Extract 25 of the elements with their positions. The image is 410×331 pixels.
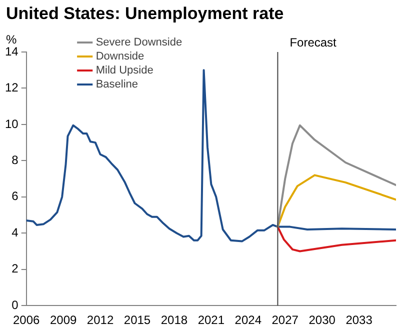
chart-title: United States: Unemployment rate bbox=[6, 4, 285, 25]
y-tick-label: 6 bbox=[12, 189, 19, 204]
x-tick-label: 2027 bbox=[272, 313, 299, 328]
legend-label: Baseline bbox=[96, 78, 138, 91]
x-tick-label: 2033 bbox=[346, 313, 373, 328]
ref-line-label: Forecast bbox=[290, 35, 338, 50]
legend-label: Downside bbox=[96, 50, 144, 63]
y-tick-label: 0 bbox=[12, 298, 19, 312]
y-tick-label: 14 bbox=[4, 44, 19, 58]
x-tick-label: 2024 bbox=[234, 313, 262, 328]
x-tick-label: 2021 bbox=[198, 313, 225, 328]
x-tick-label: 2009 bbox=[50, 313, 77, 328]
x-tick-label: 2018 bbox=[160, 313, 188, 328]
x-tick-label: 2015 bbox=[124, 313, 151, 328]
y-tick-label: 4 bbox=[12, 225, 19, 240]
legend-label: Mild Upside bbox=[96, 64, 154, 77]
y-tick-label: 8 bbox=[12, 153, 19, 167]
legend-label: Severe Downside bbox=[96, 36, 182, 49]
y-tick-label: 12 bbox=[4, 80, 19, 95]
x-tick-label: 2006 bbox=[12, 313, 40, 328]
y-tick-label: 10 bbox=[4, 116, 19, 131]
x-tick-label: 2012 bbox=[86, 313, 114, 328]
x-tick-label: 2030 bbox=[308, 313, 336, 328]
y-tick-label: 2 bbox=[12, 262, 19, 276]
y-axis-title: % bbox=[6, 32, 17, 46]
